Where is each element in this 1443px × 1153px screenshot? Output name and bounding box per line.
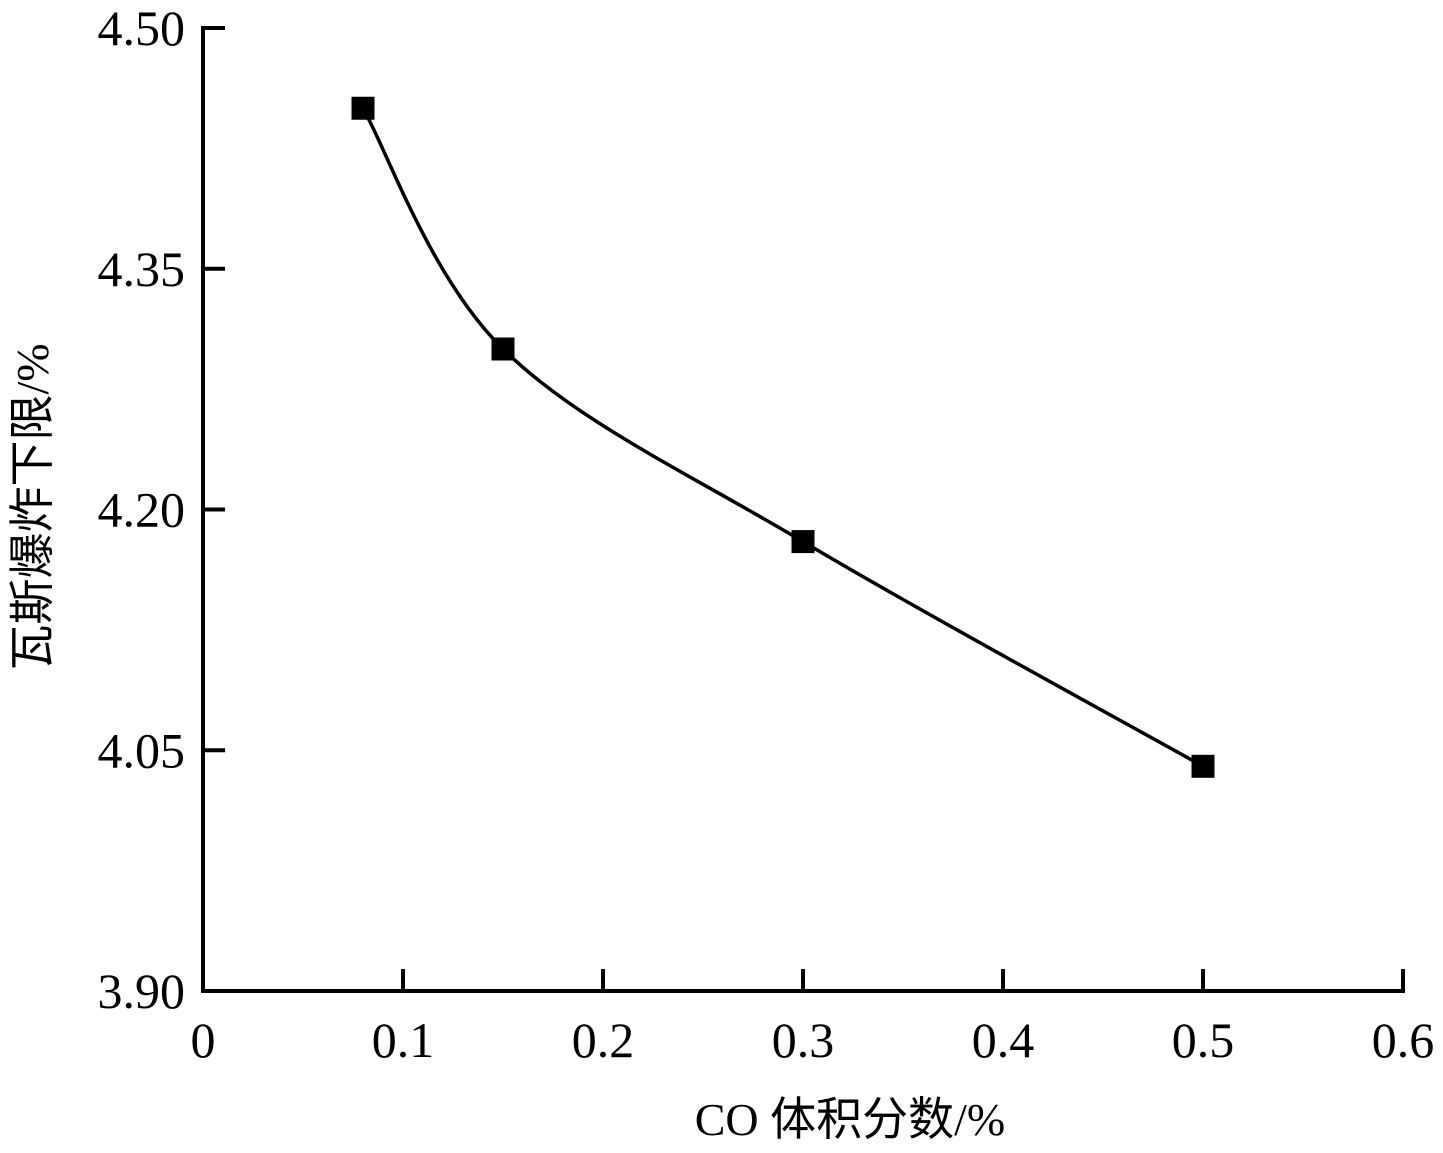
series-line [361,107,1204,768]
data-point-marker [791,530,815,554]
y-tick-label: 4.05 [98,722,186,778]
y-tick-label: 4.35 [98,241,186,297]
x-tick-label: 0.1 [372,1012,435,1068]
x-tick-label: 0.3 [772,1012,835,1068]
data-point-marker [351,96,375,120]
y-tick-label: 4.20 [98,482,186,538]
series-markers [351,96,1215,778]
x-tick-label: 0.2 [572,1012,635,1068]
x-tick-label: 0.6 [1372,1012,1435,1068]
x-tick-label: 0.5 [1172,1012,1235,1068]
data-point-marker [491,337,515,361]
x-tick-label: 0 [191,1012,216,1068]
y-ticks: 3.90 4.05 4.20 4.35 4.50 [98,0,225,1019]
data-point-marker [1191,754,1215,778]
y-axis-title: 瓦斯爆炸下限/% [7,343,58,670]
plot-area: 3.90 4.05 4.20 4.35 4.50 0 0.1 0.2 0.3 0.4 0.5 0.6 [98,0,1435,1068]
x-ticks: 0 0.1 0.2 0.3 0.4 0.5 0.6 [191,969,1435,1068]
x-tick-label: 0.4 [972,1012,1035,1068]
y-tick-label: 4.50 [98,0,186,56]
x-axis-title: CO 体积分数/% [695,1094,1006,1145]
y-tick-label: 3.90 [98,963,186,1019]
